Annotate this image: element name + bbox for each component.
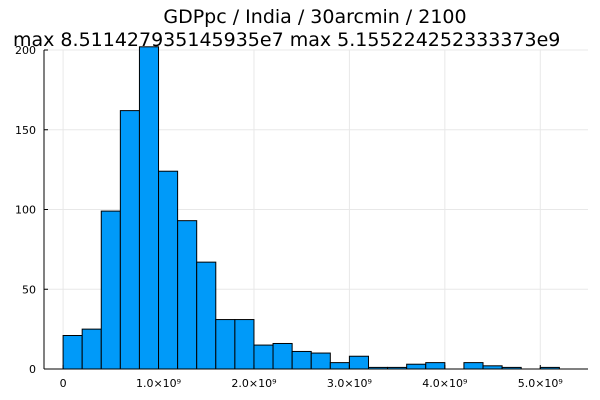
histogram-bar-5: [158, 170, 179, 370]
x-tick-label-2: 2.0×10⁹: [231, 377, 276, 390]
bars-layer: [62, 46, 560, 370]
histogram-bar-8: [215, 319, 236, 370]
histogram-bar-0: [62, 335, 83, 370]
histogram-bar-2: [100, 210, 121, 370]
histogram-bar-11: [272, 342, 293, 370]
y-tick-label-4: 200: [15, 44, 36, 57]
histogram-bar-21: [463, 362, 484, 370]
chart-title-line-2: max 8.511427935145935e7 max 5.1552242523…: [13, 29, 560, 51]
y-tick-label-3: 150: [15, 124, 36, 137]
y-tick-label-2: 100: [15, 204, 36, 217]
histogram-bar-7: [196, 261, 217, 370]
histogram-bar-19: [425, 362, 446, 370]
histogram-bar-12: [291, 350, 312, 370]
chart-title-line-1: GDPpc / India / 30arcmin / 2100: [163, 6, 466, 28]
histogram-bar-14: [329, 362, 350, 370]
histogram-bar-15: [348, 355, 369, 370]
histogram-bar-9: [234, 319, 255, 370]
histogram-bar-1: [81, 328, 102, 370]
x-tick-label-4: 4.0×10⁹: [422, 377, 467, 390]
histogram-bar-3: [119, 110, 140, 370]
histogram-bar-6: [177, 220, 198, 370]
histogram-bar-18: [406, 363, 427, 370]
histogram-bar-13: [310, 352, 331, 370]
x-tick-label-5: 5.0×10⁹: [518, 377, 563, 390]
tick-labels-layer: 0 1.0×10⁹ 2.0×10⁹ 3.0×10⁹ 4.0×10⁹ 5.0×10⁹ 0 50 1…: [15, 44, 563, 390]
y-tick-label-0: 0: [29, 363, 36, 376]
y-tick-label-1: 50: [22, 283, 36, 296]
histogram-bar-4: [138, 46, 160, 370]
axes-layer: [43, 49, 588, 370]
histogram-bar-10: [253, 344, 274, 370]
x-tick-label-1: 1.0×10⁹: [136, 377, 181, 390]
x-tick-label-3: 3.0×10⁹: [327, 377, 372, 390]
x-tick-label-0: 0: [60, 377, 67, 390]
